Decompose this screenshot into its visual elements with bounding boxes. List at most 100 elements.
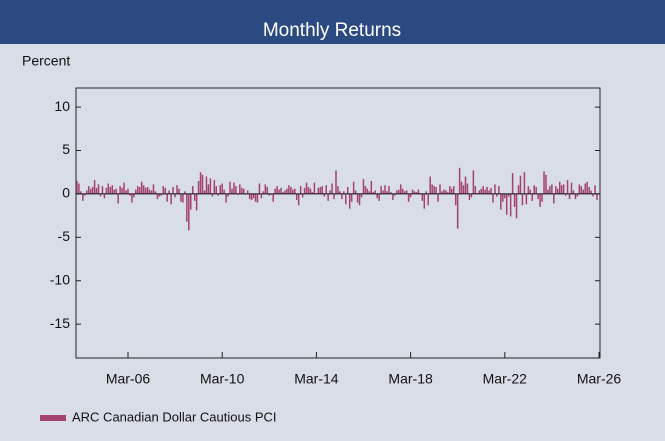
bar	[115, 188, 117, 194]
bar	[468, 193, 471, 200]
bar	[209, 178, 212, 194]
bar	[392, 193, 394, 200]
x-tick-label: Mar-14	[294, 371, 339, 387]
bar	[78, 183, 80, 194]
bar	[84, 193, 86, 196]
bar	[596, 193, 598, 200]
bar	[449, 186, 451, 194]
bar	[129, 193, 131, 196]
bar	[343, 191, 345, 194]
bar	[111, 185, 114, 194]
bar	[160, 193, 163, 196]
bar	[109, 186, 112, 194]
bar	[568, 193, 571, 200]
bar	[515, 193, 518, 219]
bar	[303, 187, 306, 194]
bar	[551, 184, 553, 194]
bar	[182, 193, 184, 203]
bar	[170, 193, 172, 205]
bar	[335, 170, 337, 194]
bar	[264, 184, 267, 194]
bar	[466, 183, 469, 194]
bar	[580, 186, 583, 194]
bar	[158, 193, 161, 197]
bar	[190, 193, 192, 210]
bar	[235, 186, 237, 194]
bar	[290, 186, 292, 194]
bar	[451, 188, 453, 194]
bar	[152, 184, 155, 194]
bar	[350, 193, 353, 202]
bar	[95, 187, 98, 194]
bar	[197, 180, 200, 194]
bar	[486, 186, 488, 194]
bar	[188, 193, 190, 231]
bar	[123, 182, 125, 194]
bar	[117, 193, 119, 204]
bar	[472, 170, 475, 194]
bar	[103, 193, 106, 199]
bar	[562, 184, 565, 194]
bar	[553, 193, 555, 204]
bar	[425, 191, 428, 194]
bar	[557, 188, 559, 194]
y-tick-label: -10	[50, 271, 70, 287]
bar	[307, 186, 310, 194]
bar	[305, 182, 308, 194]
bar	[584, 183, 586, 194]
y-tick-label: 10	[54, 98, 70, 114]
bar	[578, 184, 581, 194]
bar	[527, 186, 530, 194]
bar	[278, 189, 280, 194]
bar	[482, 186, 484, 194]
bar	[327, 193, 329, 201]
bar	[566, 180, 569, 194]
bar	[352, 181, 355, 194]
bar	[560, 185, 563, 194]
bar	[500, 193, 502, 210]
bar	[588, 186, 590, 194]
bar	[229, 181, 231, 194]
bar	[362, 179, 365, 194]
bar	[231, 188, 233, 194]
bar	[341, 193, 343, 200]
bar	[321, 186, 323, 194]
bar	[507, 193, 510, 197]
bar	[186, 193, 188, 222]
bar	[99, 193, 102, 197]
bar	[347, 186, 349, 194]
bar	[280, 187, 282, 194]
bar	[480, 188, 482, 194]
bar	[539, 193, 541, 207]
bar	[521, 193, 524, 206]
bar	[380, 186, 382, 194]
bar	[260, 193, 263, 199]
bar	[246, 190, 249, 194]
bar	[140, 181, 143, 194]
bar	[488, 190, 490, 194]
bar	[339, 191, 341, 194]
bar	[411, 189, 414, 194]
bar	[586, 181, 588, 194]
bar	[125, 190, 127, 194]
bar	[368, 191, 371, 194]
bar	[509, 193, 512, 217]
bar	[297, 193, 300, 206]
bar	[333, 193, 335, 200]
bar	[592, 193, 594, 197]
bar	[533, 185, 535, 194]
bar	[138, 186, 141, 194]
bar	[394, 193, 396, 196]
y-tick-label: 5	[62, 141, 70, 157]
bar	[458, 167, 461, 194]
bar	[407, 193, 410, 202]
bar	[386, 191, 388, 194]
bar	[511, 173, 514, 194]
bar	[490, 187, 492, 194]
bar	[174, 193, 176, 198]
bar	[337, 186, 339, 194]
bar	[423, 193, 426, 209]
bar	[254, 193, 257, 202]
bar	[549, 186, 551, 194]
